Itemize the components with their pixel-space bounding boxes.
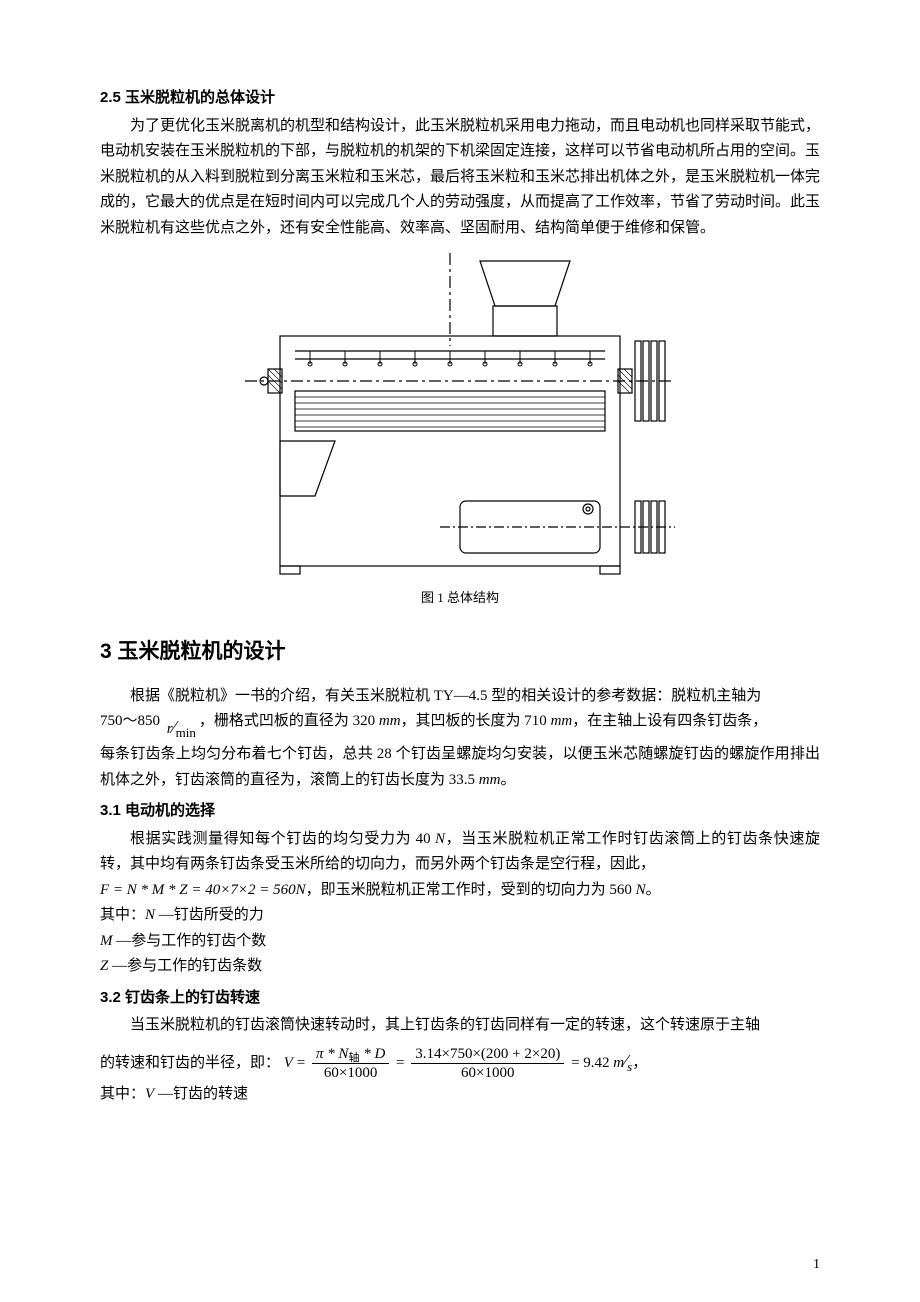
para-3-2: 每条钉齿条上均匀分布着七个钉齿，总共 28 个钉齿呈螺旋均匀安装，以便玉米芯随螺… xyxy=(100,742,820,793)
sym-N: N xyxy=(145,907,155,923)
frac2: 3.14×750×(200 + 2×20)60×1000 xyxy=(411,1045,564,1082)
txt: —钉齿所受的力 xyxy=(155,907,264,923)
def-Z: Z —参与工作的钉齿条数 xyxy=(100,954,820,980)
N: N xyxy=(435,831,445,847)
m: m xyxy=(613,1055,624,1071)
txt: 750～850 xyxy=(100,713,164,729)
res: = 9.42 xyxy=(567,1055,613,1071)
def-lead: 其中：N —钉齿所受的力 xyxy=(100,903,820,929)
V: V xyxy=(284,1055,293,1071)
mm: mm xyxy=(479,772,501,788)
para-3-1b: 750～850 r⁄min，栅格式凹板的直径为 320 mm，其凹板的长度为 7… xyxy=(100,709,820,742)
sym-M: M xyxy=(100,933,113,949)
unit-rpm: r⁄min xyxy=(167,712,196,743)
heading-2-5: 2.5 玉米脱粒机的总体设计 xyxy=(100,85,820,111)
txt: 的转速和钉齿的半径，即： xyxy=(100,1055,280,1071)
eq1: F = N * M * Z = 40×7×2 = 560N xyxy=(100,882,306,898)
eq: = xyxy=(396,1055,408,1071)
txt: —参与工作的钉齿条数 xyxy=(108,958,262,974)
def-M: M —参与工作的钉齿个数 xyxy=(100,929,820,955)
txt: —钉齿的转速 xyxy=(154,1086,248,1102)
sym-V: V xyxy=(145,1086,154,1102)
txt: 每条钉齿条上均匀分布着七个钉齿，总共 28 个钉齿呈螺旋均匀安装，以便玉米芯随螺… xyxy=(100,746,820,788)
mm: mm xyxy=(551,713,573,729)
unit-ms: m⁄s xyxy=(613,1055,632,1071)
para-3-2b: 的转速和钉齿的半径，即： V = π * N轴 * D 60×1000 = 3.1… xyxy=(100,1045,820,1082)
N: N xyxy=(636,882,646,898)
page-number: 1 xyxy=(813,1253,820,1277)
txt: 其中： xyxy=(100,907,145,923)
eq-3-1: F = N * M * Z = 40×7×2 = 560N，即玉米脱粒机正常工作… xyxy=(100,878,820,904)
min: min xyxy=(176,725,196,740)
eq: = xyxy=(293,1055,309,1071)
frac1: π * N轴 * D 60×1000 xyxy=(312,1045,389,1082)
num1b: * D xyxy=(359,1046,385,1062)
def-V-line: 其中：V —钉齿的转速 xyxy=(100,1082,820,1108)
figure-1-caption: 图 1 总体结构 xyxy=(100,587,820,609)
txt: ，其凹板的长度为 710 xyxy=(401,713,551,729)
txt: —参与工作的钉齿个数 xyxy=(113,933,267,949)
para-3-1-body: 根据实践测量得知每个钉齿的均匀受力为 40 N，当玉米脱粒机正常工作时钉齿滚筒上… xyxy=(100,827,820,878)
txt: 。 xyxy=(646,882,661,898)
heading-3-1: 3.1 电动机的选择 xyxy=(100,798,820,824)
s: s xyxy=(627,1059,632,1074)
heading-3: 3 玉米脱粒机的设计 xyxy=(100,634,820,670)
heading-3-2: 3.2 钉齿条上的钉齿转速 xyxy=(100,985,820,1011)
figure-1-wrap xyxy=(100,251,820,581)
comma: ， xyxy=(632,1055,647,1071)
num1: π * N xyxy=(316,1046,349,1062)
txt: 其中： xyxy=(100,1086,145,1102)
mm: mm xyxy=(379,713,401,729)
den1: 60×1000 xyxy=(312,1064,389,1082)
num2: 3.14×750×(200 + 2×20) xyxy=(411,1045,564,1064)
figure-1-svg xyxy=(240,251,680,581)
para-3-1a: 根据《脱粒机》一书的介绍，有关玉米脱粒机 TY—4.5 型的相关设计的参考数据：… xyxy=(100,684,820,710)
txt: ，在主轴上设有四条钉齿条， xyxy=(572,713,767,729)
txt: ，栅格式凹板的直径为 320 xyxy=(199,713,379,729)
txt: ，即玉米脱粒机正常工作时，受到的切向力为 560 xyxy=(306,882,636,898)
para-2-5: 为了更优化玉米脱离机的机型和结构设计，此玉米脱粒机采用电力拖动，而且电动机也同样… xyxy=(100,114,820,242)
sub1: 轴 xyxy=(348,1052,359,1064)
para-3-2a: 当玉米脱粒机的钉齿滚筒快速转动时，其上钉齿条的钉齿同样有一定的转速，这个转速原于… xyxy=(100,1013,820,1039)
txt: 根据实践测量得知每个钉齿的均匀受力为 40 xyxy=(130,831,435,847)
den2: 60×1000 xyxy=(411,1064,564,1082)
txt: 。 xyxy=(500,772,515,788)
